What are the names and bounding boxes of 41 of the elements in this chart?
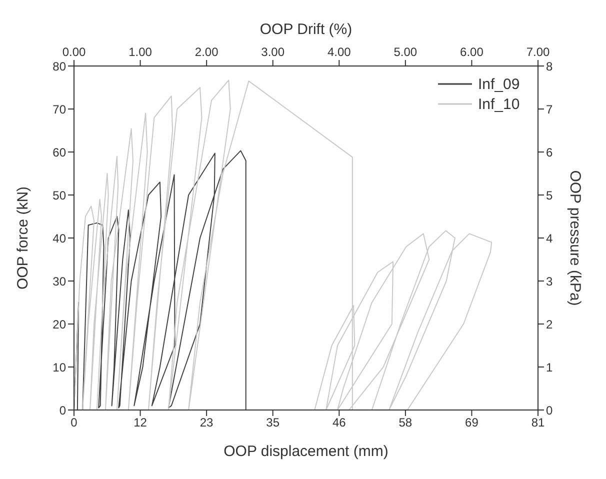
x-tick-label: 58	[398, 416, 412, 430]
x-tick-label: 0	[70, 416, 78, 430]
x2-tick-label: 5.00	[394, 45, 418, 59]
x2-tick-label: 4.00	[327, 45, 352, 59]
y-tick-label: 10	[52, 360, 66, 374]
x-tick-label: 35	[266, 416, 280, 430]
legend-label: Inf_09	[478, 76, 520, 93]
x-tick-label: 23	[200, 416, 214, 430]
y2-tick-label: 8	[546, 59, 553, 74]
x2-tick-label: 2.00	[194, 45, 219, 59]
y2-tick-label: 5	[546, 188, 553, 202]
x-tick-label: 69	[465, 416, 479, 430]
y-tick-label: 40	[52, 231, 66, 246]
y-tick-label: 70	[52, 102, 66, 116]
x2-tick-label: 7.00	[526, 45, 550, 59]
y-tick-label: 80	[52, 59, 66, 74]
legend-label: Inf_10	[478, 96, 520, 113]
y2-tick-label: 2	[546, 317, 553, 332]
x-tick-label: 46	[332, 416, 346, 430]
x2-tick-label: 6.00	[460, 45, 484, 59]
y-tick-label: 0	[59, 403, 66, 418]
x-tick-label: 81	[531, 416, 545, 430]
x-tick-label: 12	[134, 416, 148, 430]
x-axis-title: OOP displacement (mm)	[224, 443, 388, 460]
x2-axis-title: OOP Drift (%)	[260, 21, 352, 38]
y2-tick-label: 6	[546, 145, 553, 160]
x2-tick-label: 3.00	[261, 45, 285, 59]
y2-tick-label: 1	[546, 360, 553, 374]
y2-axis-title: OOP pressure (kPa)	[566, 170, 584, 306]
y-axis-title: OOP force (kN)	[14, 186, 32, 290]
y2-tick-label: 3	[546, 274, 553, 288]
y-tick-label: 60	[52, 145, 66, 160]
line-series	[74, 150, 246, 410]
y2-tick-label: 4	[546, 231, 553, 246]
y2-tick-label: 7	[546, 102, 553, 116]
y-tick-label: 20	[52, 317, 66, 332]
y2-tick-label: 0	[546, 403, 553, 418]
x2-tick-label: 1.00	[128, 45, 152, 59]
y-tick-label: 30	[52, 274, 66, 288]
y-tick-label: 50	[52, 188, 66, 202]
x2-tick-label: 0.00	[62, 45, 86, 59]
